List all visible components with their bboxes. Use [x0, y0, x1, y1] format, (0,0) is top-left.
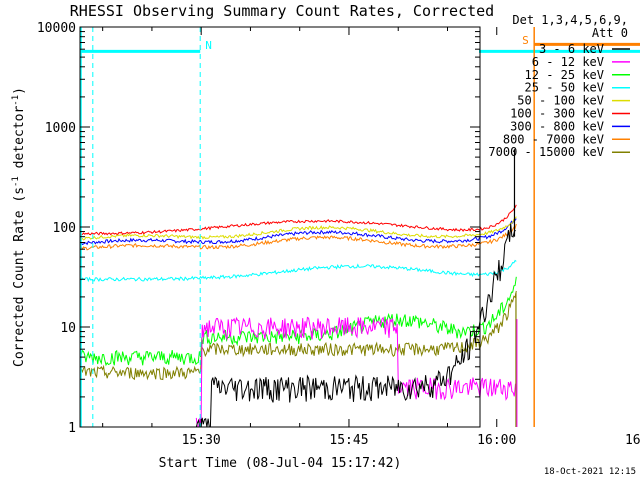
y-axis: 1 10 100 1000 10000: [37, 21, 480, 436]
y-axis-label-main: Corrected Count Rate (s: [12, 187, 27, 367]
y-axis-label-end: ): [12, 87, 27, 95]
chart-title: RHESSI Observing Summary Count Rates, Co…: [70, 2, 494, 20]
series-line: [79, 259, 517, 283]
legend-item-label: 6 - 12 keV: [532, 55, 604, 69]
series-line: [79, 218, 517, 246]
plot-frame: [79, 26, 481, 428]
series-line: [195, 316, 516, 428]
x-tick-label: 15:45: [329, 433, 368, 448]
y-axis-label-mid: detector: [12, 106, 27, 177]
series-line: [79, 290, 517, 381]
legend-header-line1: Det 1,3,4,5,6,9,: [512, 13, 628, 27]
legend-item-label: 25 - 50 keV: [525, 81, 604, 95]
y-axis-label-sup1: -1: [11, 176, 21, 187]
night-marker-label: N: [205, 39, 212, 52]
legend-item-label: 3 - 6 keV: [539, 42, 604, 56]
legend-item-label: 12 - 25 keV: [525, 68, 604, 82]
x-tick-label: 15:30: [182, 433, 221, 448]
legend-item-label: 300 - 800 keV: [510, 119, 604, 133]
series-line: [195, 223, 516, 428]
legend-item-label: 7000 - 15000 keV: [488, 145, 604, 159]
legend-header-line2: Att 0: [592, 26, 628, 40]
y-tick-label: 10000: [37, 21, 76, 36]
y-axis-label: Corrected Count Rate (s-1 detector-1): [11, 87, 27, 367]
x-tick-label: 16:15: [625, 433, 640, 448]
series-line: [79, 223, 517, 251]
legend-item-label: 800 - 7000 keV: [503, 132, 604, 146]
series-line: [79, 204, 517, 236]
x-axis-label: Start Time (08-Jul-04 15:17:42): [159, 456, 402, 471]
y-tick-label: 100: [53, 221, 76, 236]
y-tick-label: 1000: [45, 121, 76, 136]
y-axis-label-sup2: -1: [11, 95, 21, 106]
legend-item-label: 50 - 100 keV: [517, 94, 604, 108]
series-line: [79, 216, 517, 241]
y-tick-label: 1: [68, 421, 76, 436]
y-tick-label: 10: [60, 321, 76, 336]
timestamp: 18-Oct-2021 12:15: [544, 467, 636, 477]
series-line: [79, 276, 517, 367]
x-tick-label: 16:00: [477, 433, 516, 448]
legend-item-label: 100 - 300 keV: [510, 107, 604, 121]
saa-marker-label: S: [522, 34, 529, 47]
